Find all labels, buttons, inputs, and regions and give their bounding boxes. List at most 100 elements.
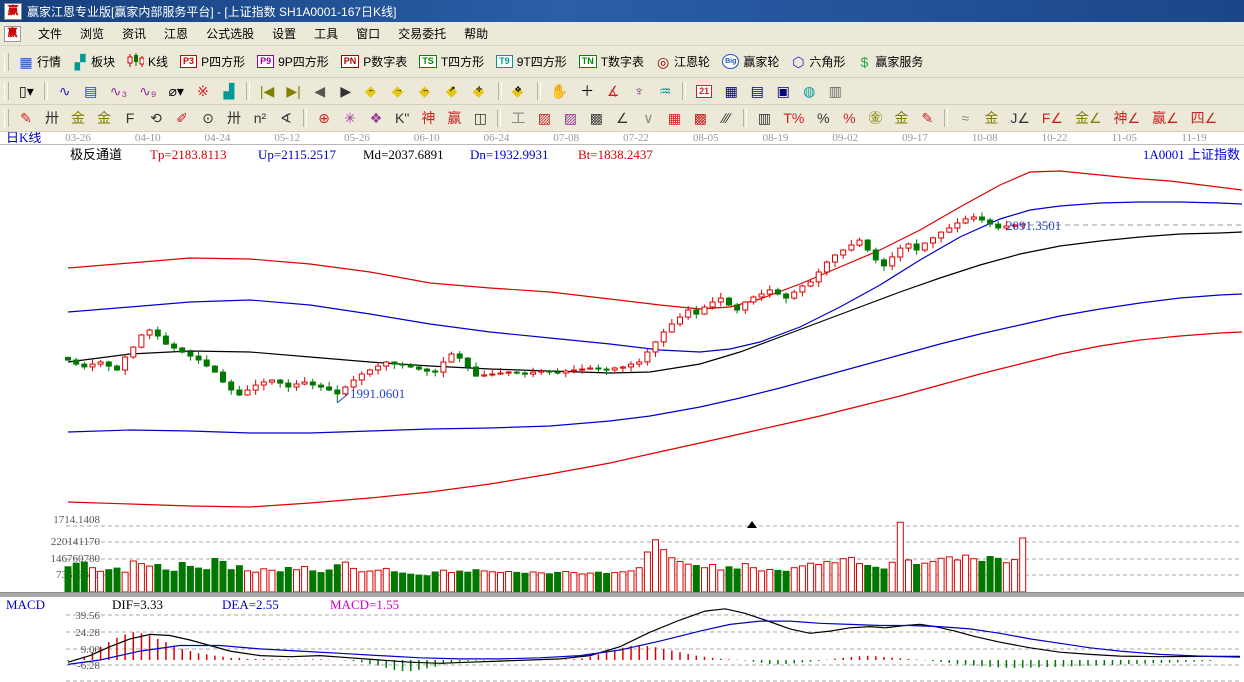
t-square-button[interactable]: TS T四方形 [413,50,490,73]
workstation-button[interactable]: ▥ [822,80,848,102]
diamond-right-button[interactable]: ◆ → [386,81,413,102]
cycle-tool-button[interactable]: ♒ [652,80,678,102]
gann-wheel-button[interactable]: ◎ 江恩轮 [650,50,716,73]
hexagon-button[interactable]: ⬡ 六角形 [785,50,851,73]
angle-lines-button[interactable]: ∠ [609,107,635,129]
first-bar-button[interactable]: |◀ [254,80,280,102]
menu-help[interactable]: 帮助 [464,27,489,41]
hist-tool-button[interactable]: ▥ [751,107,777,129]
distribution-chart-icon[interactable]: ▟ [216,80,242,102]
v-dashed-button[interactable]: ∨ [635,107,661,129]
p-number-table-button[interactable]: PN P数字表 [335,50,414,73]
hand-tool-button[interactable]: ✋ [545,80,574,102]
title-bar[interactable]: 赢 赢家江恩专业版[赢家内部服务平台] - [上证指数 SH1A0001-167… [0,0,1244,22]
frame-tool-button[interactable]: 工 [505,107,531,129]
slant-lines-button[interactable]: ∕∕∕ [713,107,739,129]
shen-tool-button[interactable]: 神 [415,107,441,129]
t-number-table-button[interactable]: TN T数字表 [573,50,650,73]
winner-wheel-button[interactable]: Big 赢家轮 [716,50,785,73]
9p-square-button[interactable]: P9 9P四方形 [251,50,335,73]
kline-chart-canvas[interactable]: 03-26 04-10 04-24 05-12 05-26 06-10 06-24 07-08… [0,130,1244,682]
percent-button[interactable]: % [810,107,836,129]
purple-tool-button[interactable]: ♆ [626,80,652,102]
angle-compass-button[interactable]: ∡ [600,80,626,102]
info-doc-icon[interactable]: ▤ [78,80,104,102]
wave3-icon[interactable]: ∿₃ [104,80,133,102]
f-fence-button[interactable]: F [117,107,143,129]
purple-fan-box-button[interactable]: ▨ [557,107,583,129]
prev-bar-button[interactable]: ◀ [307,80,333,102]
winner-service-button[interactable]: $ 赢家服务 [851,50,929,73]
toolbar-drag-handle[interactable] [4,82,9,100]
save-button[interactable]: ▣ [770,80,796,102]
calendar-button[interactable]: 21 [690,82,718,101]
shen-angle-button[interactable]: 神∠ [1108,107,1147,129]
gold-sieve-button[interactable]: 金 [65,107,91,129]
gold-underline-button[interactable]: 金 [978,107,1004,129]
menu-settings[interactable]: 设置 [272,27,297,41]
menu-formula-stock-pick[interactable]: 公式选股 [206,27,255,41]
percent-line-button[interactable]: % [836,107,862,129]
calculator-button[interactable]: ▦ [718,80,744,102]
red-grid-button[interactable]: ▦ [661,107,687,129]
kline-button[interactable]: K线 [121,50,174,74]
red-pen2-button[interactable]: ✎ [914,107,940,129]
k-quote-button[interactable]: K" [389,107,415,129]
gold-sieve2-button[interactable]: 金 [91,107,117,129]
spiral-tool-button[interactable]: ⟲ [143,107,169,129]
gold-angle-button[interactable]: 金∠ [1069,107,1108,129]
menu-file[interactable]: 文件 [38,27,63,41]
p-square-button[interactable]: P3 P四方形 [174,50,251,73]
kline-chart-svg[interactable]: 03-26 04-10 04-24 05-12 05-26 06-10 06-24 07-08… [0,130,1244,682]
ruler-tool-button[interactable]: ◫ [467,107,493,129]
diamond-move-button[interactable]: ◆ ✥ [506,81,533,102]
sector-button[interactable]: ▞ 板块 [67,50,121,73]
menu-browse[interactable]: 浏览 [80,27,105,41]
dark-fan-box-button[interactable]: ▩ [583,107,609,129]
n-squared-button[interactable]: n² [247,107,273,129]
gold-lines-button[interactable]: 金 [888,107,914,129]
toolbar-drag-handle[interactable] [4,52,9,71]
star-grid-button[interactable]: ✳ [337,107,363,129]
web-export-button[interactable]: ◍ [796,80,822,102]
j-angle-button[interactable]: J∠ [1004,107,1036,129]
target-red-button[interactable]: ⊕ [311,107,337,129]
diamond-cross-button[interactable]: ◆ ✛ [467,81,494,102]
gold-circle-button[interactable]: ㊎ [862,107,888,129]
menu-tools[interactable]: 工具 [314,27,339,41]
toolbar-drag-handle[interactable] [4,109,9,127]
fence-tool-button[interactable]: 卅 [39,107,65,129]
f-angle-button[interactable]: F∠ [1036,107,1069,129]
menu-news[interactable]: 资讯 [122,27,147,41]
draw-pen-button[interactable]: ✎ [13,107,39,129]
wave-overlay-button[interactable]: ≈ [952,107,978,129]
quotes-button[interactable]: ▦ 行情 [13,50,67,73]
ying-angle-button[interactable]: 赢∠ [1146,107,1185,129]
grid-star-box-button[interactable]: ❖ [363,107,389,129]
ying-tool-button[interactable]: 赢 [441,107,467,129]
four-angle-button[interactable]: 四∠ [1185,107,1224,129]
t-percent-button[interactable]: T% [777,107,810,129]
diamond-expand-button[interactable]: ◆ ↗ [440,81,467,102]
diamond-hspan-button[interactable]: ◆ ↔ [413,81,440,102]
mdi-child-icon[interactable]: 赢 [4,25,21,42]
menu-trade-order[interactable]: 交易委托 [398,27,447,41]
wave9-icon[interactable]: ∿₉ [133,80,162,102]
angle-mirror-button[interactable]: ∢ [273,107,299,129]
diamond-left-button[interactable]: ◆ ← [359,81,386,102]
pen-fence-button[interactable]: ✐ [169,107,195,129]
fence2-tool-button[interactable]: 卅 [221,107,247,129]
last-bar-button[interactable]: ▶| [280,80,306,102]
compass-circle-button[interactable]: ⊙ [195,107,221,129]
pane-splitter[interactable] [0,593,1244,597]
9t-square-button[interactable]: T9 9T四方形 [490,50,573,73]
crosshair-tool-button[interactable]: ＋ [574,80,600,102]
pattern-red-icon[interactable]: ※ [190,80,216,102]
single-candle-dropdown[interactable]: ⌀▾ [162,80,189,102]
menu-window[interactable]: 窗口 [356,27,381,41]
menu-gann[interactable]: 江恩 [164,27,189,41]
red-grid2-button[interactable]: ▩ [687,107,713,129]
red-fan-button[interactable]: ▨ [531,107,557,129]
notes-button[interactable]: ▤ [744,80,770,102]
freehand-line-icon[interactable]: ∿ [52,80,78,102]
